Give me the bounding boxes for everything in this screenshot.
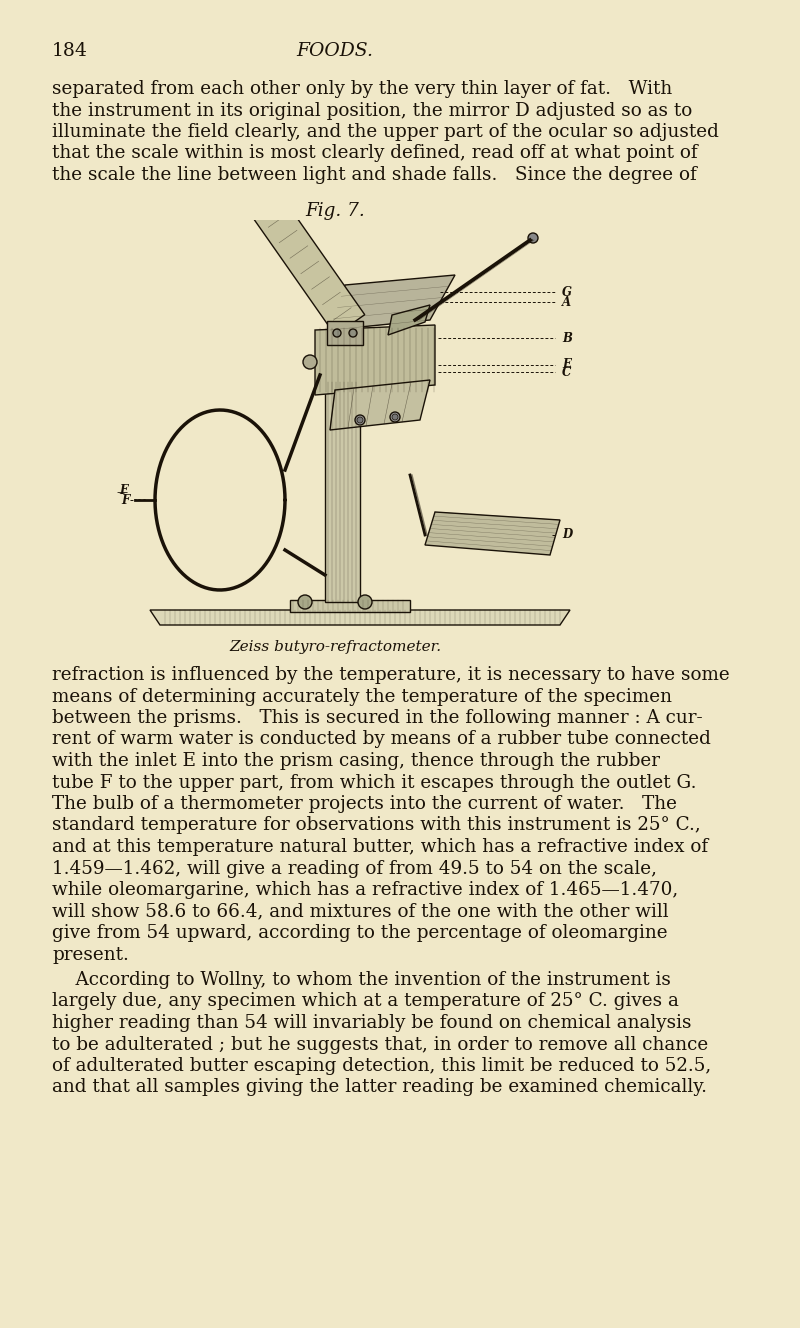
Text: rent of warm water is conducted by means of a rubber tube connected: rent of warm water is conducted by means… [52, 730, 711, 749]
Polygon shape [330, 275, 455, 329]
Text: ---: --- [133, 495, 148, 505]
Polygon shape [388, 305, 430, 335]
Text: while oleomargarine, which has a refractive index of 1.465—1.470,: while oleomargarine, which has a refract… [52, 880, 678, 899]
Text: higher reading than 54 will invariably be found on chemical analysis: higher reading than 54 will invariably b… [52, 1015, 691, 1032]
Text: D: D [562, 529, 572, 542]
Text: standard temperature for observations with this instrument is 25° C.,: standard temperature for observations wi… [52, 817, 701, 834]
Text: A: A [562, 296, 571, 308]
Text: of adulterated butter escaping detection, this limit be reduced to 52.5,: of adulterated butter escaping detection… [52, 1057, 711, 1074]
Text: G: G [562, 286, 572, 299]
Text: According to Wollny, to whom the invention of the instrument is: According to Wollny, to whom the inventi… [52, 971, 671, 989]
Circle shape [303, 355, 317, 369]
Text: with the inlet E into the prism casing, thence through the rubber: with the inlet E into the prism casing, … [52, 752, 660, 770]
Circle shape [392, 414, 398, 420]
Text: the scale the line between light and shade falls.   Since the degree of: the scale the line between light and sha… [52, 166, 697, 185]
Text: FOODS.: FOODS. [297, 42, 374, 60]
Text: to be adulterated ; but he suggests that, in order to remove all chance: to be adulterated ; but he suggests that… [52, 1036, 708, 1053]
Text: 184: 184 [52, 42, 88, 60]
Text: tube F to the upper part, from which it escapes through the outlet G.: tube F to the upper part, from which it … [52, 773, 697, 791]
Text: E: E [562, 359, 571, 372]
Bar [327, 321, 363, 345]
Text: will show 58.6 to 66.4, and mixtures of the one with the other will: will show 58.6 to 66.4, and mixtures of … [52, 903, 669, 920]
Polygon shape [168, 77, 212, 116]
Circle shape [355, 414, 365, 425]
Bar [325, 382, 360, 602]
Text: Zeiss butyro-refractometer.: Zeiss butyro-refractometer. [229, 640, 441, 653]
Text: C: C [562, 365, 571, 378]
Polygon shape [150, 610, 570, 625]
Circle shape [333, 329, 341, 337]
Text: separated from each other only by the very thin layer of fat.   With: separated from each other only by the ve… [52, 80, 672, 98]
Text: that the scale within is most clearly defined, read off at what point of: that the scale within is most clearly de… [52, 145, 698, 162]
Text: give from 54 upward, according to the percentage of oleomargine: give from 54 upward, according to the pe… [52, 924, 668, 942]
Text: Fig. 7.: Fig. 7. [305, 202, 365, 219]
Text: largely due, any specimen which at a temperature of 25° C. gives a: largely due, any specimen which at a tem… [52, 992, 679, 1011]
Circle shape [528, 232, 538, 243]
Bar [290, 600, 410, 612]
Polygon shape [425, 513, 560, 555]
Text: and that all samples giving the latter reading be examined chemically.: and that all samples giving the latter r… [52, 1078, 707, 1097]
Polygon shape [180, 93, 365, 336]
Text: B: B [562, 332, 572, 344]
Text: means of determining accurately the temperature of the specimen: means of determining accurately the temp… [52, 688, 672, 705]
Circle shape [298, 595, 312, 610]
Text: the instrument in its original position, the mirror D adjusted so as to: the instrument in its original position,… [52, 101, 692, 120]
Polygon shape [330, 380, 430, 430]
Text: present.: present. [52, 946, 129, 964]
Text: between the prisms.   This is secured in the following manner : A cur-: between the prisms. This is secured in t… [52, 709, 702, 726]
Text: and at this temperature natural butter, which has a refractive index of: and at this temperature natural butter, … [52, 838, 708, 857]
Polygon shape [315, 325, 435, 394]
Circle shape [358, 595, 372, 610]
Text: refraction is influenced by the temperature, it is necessary to have some: refraction is influenced by the temperat… [52, 667, 730, 684]
Text: F: F [120, 483, 128, 497]
Text: illuminate the field clearly, and the upper part of the ocular so adjusted: illuminate the field clearly, and the up… [52, 124, 719, 141]
Text: —: — [117, 487, 128, 497]
Text: The bulb of a thermometer projects into the current of water.   The: The bulb of a thermometer projects into … [52, 795, 677, 813]
Text: F: F [122, 494, 130, 506]
Circle shape [390, 412, 400, 422]
Text: 1.459—1.462, will give a reading of from 49.5 to 54 on the scale,: 1.459—1.462, will give a reading of from… [52, 859, 657, 878]
Circle shape [357, 417, 363, 424]
Circle shape [349, 329, 357, 337]
